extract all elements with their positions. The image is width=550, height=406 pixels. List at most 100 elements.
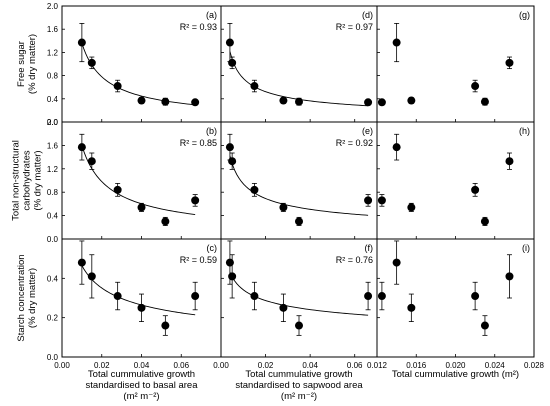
data-point bbox=[191, 292, 200, 301]
data-point bbox=[364, 98, 373, 107]
panel-label: (d) bbox=[362, 10, 373, 20]
fit-curve bbox=[229, 155, 369, 216]
x-axis-title: standardised to basal area bbox=[86, 380, 199, 391]
data-point bbox=[505, 272, 514, 281]
panel-g: (g) bbox=[376, 5, 535, 123]
x-tick-label: 0.06 bbox=[173, 361, 189, 370]
data-point bbox=[392, 258, 401, 267]
r-squared: R² = 0.59 bbox=[180, 255, 217, 265]
y-tick-label: 0.0 bbox=[47, 353, 59, 362]
y-axis-title: (% dry matter) bbox=[27, 268, 38, 328]
x-tick-label: 0.00 bbox=[213, 361, 229, 370]
data-point bbox=[471, 82, 480, 91]
data-point bbox=[471, 292, 480, 301]
data-point bbox=[77, 258, 86, 267]
x-axis-title: Total cummulative growth bbox=[88, 369, 195, 380]
data-point bbox=[137, 96, 146, 105]
r-squared: R² = 0.93 bbox=[180, 22, 217, 32]
data-point bbox=[161, 217, 170, 226]
data-point bbox=[392, 143, 401, 152]
panel-label: (h) bbox=[519, 126, 530, 136]
fit-curve bbox=[81, 145, 196, 215]
y-tick-label: 0.8 bbox=[47, 188, 59, 197]
y-tick-label: 1.2 bbox=[47, 165, 59, 174]
x-tick-label: 0.04 bbox=[302, 361, 318, 370]
r-squared: R² = 0.76 bbox=[336, 255, 373, 265]
x-tick-label: 0.06 bbox=[347, 361, 363, 370]
data-point bbox=[191, 98, 200, 107]
panel-label: (c) bbox=[207, 243, 218, 253]
panel-i: 0.012 0.016 0.020 0.024 0.028 (i) bbox=[367, 238, 545, 370]
data-point bbox=[87, 58, 96, 67]
data-point bbox=[191, 196, 200, 205]
data-point bbox=[295, 97, 303, 106]
y-axis-title: Total non-structural bbox=[11, 140, 22, 221]
data-point bbox=[228, 157, 237, 166]
fit-curve bbox=[229, 51, 369, 107]
data-point bbox=[471, 185, 480, 194]
y-tick-label: 2.0 bbox=[47, 2, 59, 11]
y-tick-label: 1.6 bbox=[47, 25, 59, 34]
data-point bbox=[279, 96, 288, 105]
data-point bbox=[279, 203, 288, 212]
data-point bbox=[87, 157, 96, 166]
fit-curve bbox=[81, 265, 196, 316]
data-point bbox=[77, 38, 86, 47]
data-point bbox=[480, 97, 489, 106]
panel-frame bbox=[376, 121, 535, 240]
x-axis-title: (m² m⁻²) bbox=[281, 391, 317, 402]
data-point bbox=[225, 143, 234, 152]
r-squared: R² = 0.97 bbox=[336, 22, 373, 32]
x-tick-label: 0.028 bbox=[524, 361, 545, 370]
y-tick-label: 0.4 bbox=[47, 212, 59, 221]
data-point bbox=[480, 321, 489, 330]
data-point bbox=[113, 185, 122, 194]
y-axis-title: (% dry matter) bbox=[33, 150, 44, 210]
panel-label: (a) bbox=[206, 10, 217, 20]
x-axis-title: (m² m⁻²) bbox=[123, 391, 159, 402]
data-point bbox=[225, 38, 234, 47]
panel-label: (f) bbox=[365, 243, 374, 253]
data-point bbox=[295, 217, 303, 226]
panel-label: (g) bbox=[519, 10, 530, 20]
data-point bbox=[137, 203, 146, 212]
fit-curve bbox=[81, 43, 196, 106]
y-tick-label: 0.4 bbox=[47, 274, 59, 283]
data-point bbox=[161, 97, 170, 106]
panel-d: (d) R² = 0.97 bbox=[220, 5, 378, 123]
data-point bbox=[161, 321, 170, 330]
data-point bbox=[228, 272, 237, 281]
data-point bbox=[113, 82, 122, 91]
data-point bbox=[225, 258, 234, 267]
data-point bbox=[377, 292, 386, 301]
data-point bbox=[480, 217, 489, 226]
data-point bbox=[77, 143, 86, 152]
x-axis-title: standardised to sapwood area bbox=[235, 380, 363, 391]
panel-a: 0.0 0.4 0.8 1.2 1.6 2.0 (a) R² = 0.93 bbox=[47, 2, 222, 127]
y-tick-label: 0.0 bbox=[47, 235, 59, 244]
data-point bbox=[377, 196, 386, 205]
y-axis-title: (% dry matter) bbox=[27, 34, 38, 94]
data-point bbox=[250, 292, 259, 301]
data-point bbox=[377, 98, 386, 107]
data-point bbox=[295, 321, 303, 330]
panel-label: (e) bbox=[362, 126, 373, 136]
r-squared: R² = 0.85 bbox=[180, 138, 217, 148]
x-tick-label: 0.020 bbox=[445, 361, 466, 370]
data-point bbox=[364, 292, 373, 301]
x-tick-label: 0.016 bbox=[406, 361, 427, 370]
panel-b: 0.0 0.4 0.8 1.2 1.6 2.0 (b) R² = 0.85 bbox=[47, 118, 222, 244]
data-point bbox=[392, 38, 401, 47]
fit-curve bbox=[229, 272, 369, 316]
y-axis-title: carbohydrates bbox=[22, 150, 33, 210]
data-point bbox=[113, 292, 122, 301]
panel-f: 0.00 0.02 0.04 0.06 (f) R² = 0.76 bbox=[213, 238, 378, 370]
data-point bbox=[228, 58, 237, 67]
data-point bbox=[250, 82, 259, 91]
x-tick-label: 0.012 bbox=[367, 361, 388, 370]
x-tick-label: 0.00 bbox=[54, 361, 70, 370]
x-axis-title: Total cummulative growth bbox=[245, 369, 352, 380]
data-point bbox=[407, 203, 416, 212]
y-tick-label: 1.6 bbox=[47, 141, 59, 150]
